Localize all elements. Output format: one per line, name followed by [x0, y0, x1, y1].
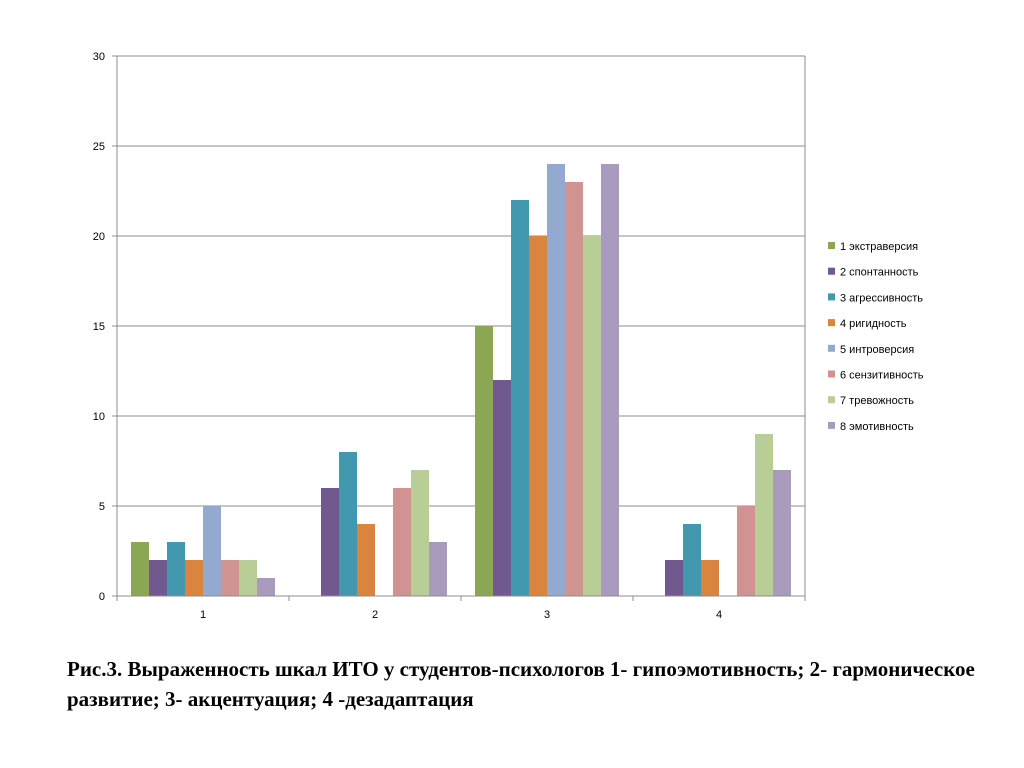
legend-label: 3 агрессивность [840, 292, 923, 304]
bar [773, 470, 791, 596]
legend-label: 4 ригидность [840, 318, 907, 330]
bar [429, 542, 447, 596]
y-tick-label: 10 [93, 411, 105, 423]
bar [393, 488, 411, 596]
bar [737, 506, 755, 596]
legend-swatch [828, 396, 835, 404]
legend: 1 экстраверсия 2 спонтанность 3 агрессивно… [828, 241, 924, 433]
x-tick-label: 2 [372, 609, 378, 621]
y-tick-label: 30 [93, 51, 105, 63]
bar [511, 200, 529, 596]
bar [239, 560, 257, 596]
legend-label: 2 спонтанность [840, 267, 919, 279]
x-tick-label: 3 [544, 609, 550, 621]
bar [339, 452, 357, 596]
bar [755, 434, 773, 596]
bar [475, 326, 493, 596]
legend-label: 6 сензитивность [840, 370, 924, 382]
y-tick-label: 20 [93, 231, 105, 243]
bar [565, 182, 583, 596]
bar [547, 164, 565, 596]
gridlines [117, 55, 805, 507]
x-axis-ticks: 1 2 3 4 [116, 596, 806, 621]
bar [357, 524, 375, 596]
legend-swatch [828, 344, 835, 352]
bar [529, 236, 547, 596]
legend-label: 5 интроверсия [840, 344, 914, 356]
y-axis-ticks: 0 5 10 15 20 25 30 [93, 51, 117, 603]
legend-swatch [828, 319, 835, 327]
bar [683, 524, 701, 596]
bar [601, 164, 619, 596]
bar [185, 560, 203, 596]
bar [493, 380, 511, 596]
bar-chart: 0 5 10 15 20 25 30 1 2 3 4 1 экстраверсия 2 спонта… [93, 51, 924, 621]
bar [411, 470, 429, 596]
legend-swatch [828, 293, 835, 301]
bar [203, 506, 221, 596]
bar [221, 560, 239, 596]
legend-label: 7 тревожность [840, 395, 914, 407]
bar [257, 578, 275, 596]
y-tick-label: 0 [99, 591, 105, 603]
legend-swatch [828, 370, 835, 378]
bar [131, 542, 149, 596]
legend-swatch [828, 267, 835, 275]
bar [167, 542, 185, 596]
x-tick-label: 4 [716, 609, 722, 621]
legend-swatch [828, 421, 835, 429]
legend-swatch [828, 242, 835, 249]
y-tick-label: 25 [93, 141, 105, 153]
y-tick-label: 15 [93, 321, 105, 333]
bars [131, 164, 791, 596]
legend-label: 1 экстраверсия [840, 241, 918, 253]
legend-label: 8 эмотивность [840, 421, 914, 433]
bar [701, 560, 719, 596]
x-tick-label: 1 [200, 609, 206, 621]
bar [665, 560, 683, 596]
bar [321, 488, 339, 596]
bar [149, 560, 167, 596]
figure-caption: Рис.3. Выраженность шкал ИТО у студентов… [67, 657, 975, 711]
bar [583, 236, 601, 596]
y-tick-label: 5 [99, 501, 105, 513]
